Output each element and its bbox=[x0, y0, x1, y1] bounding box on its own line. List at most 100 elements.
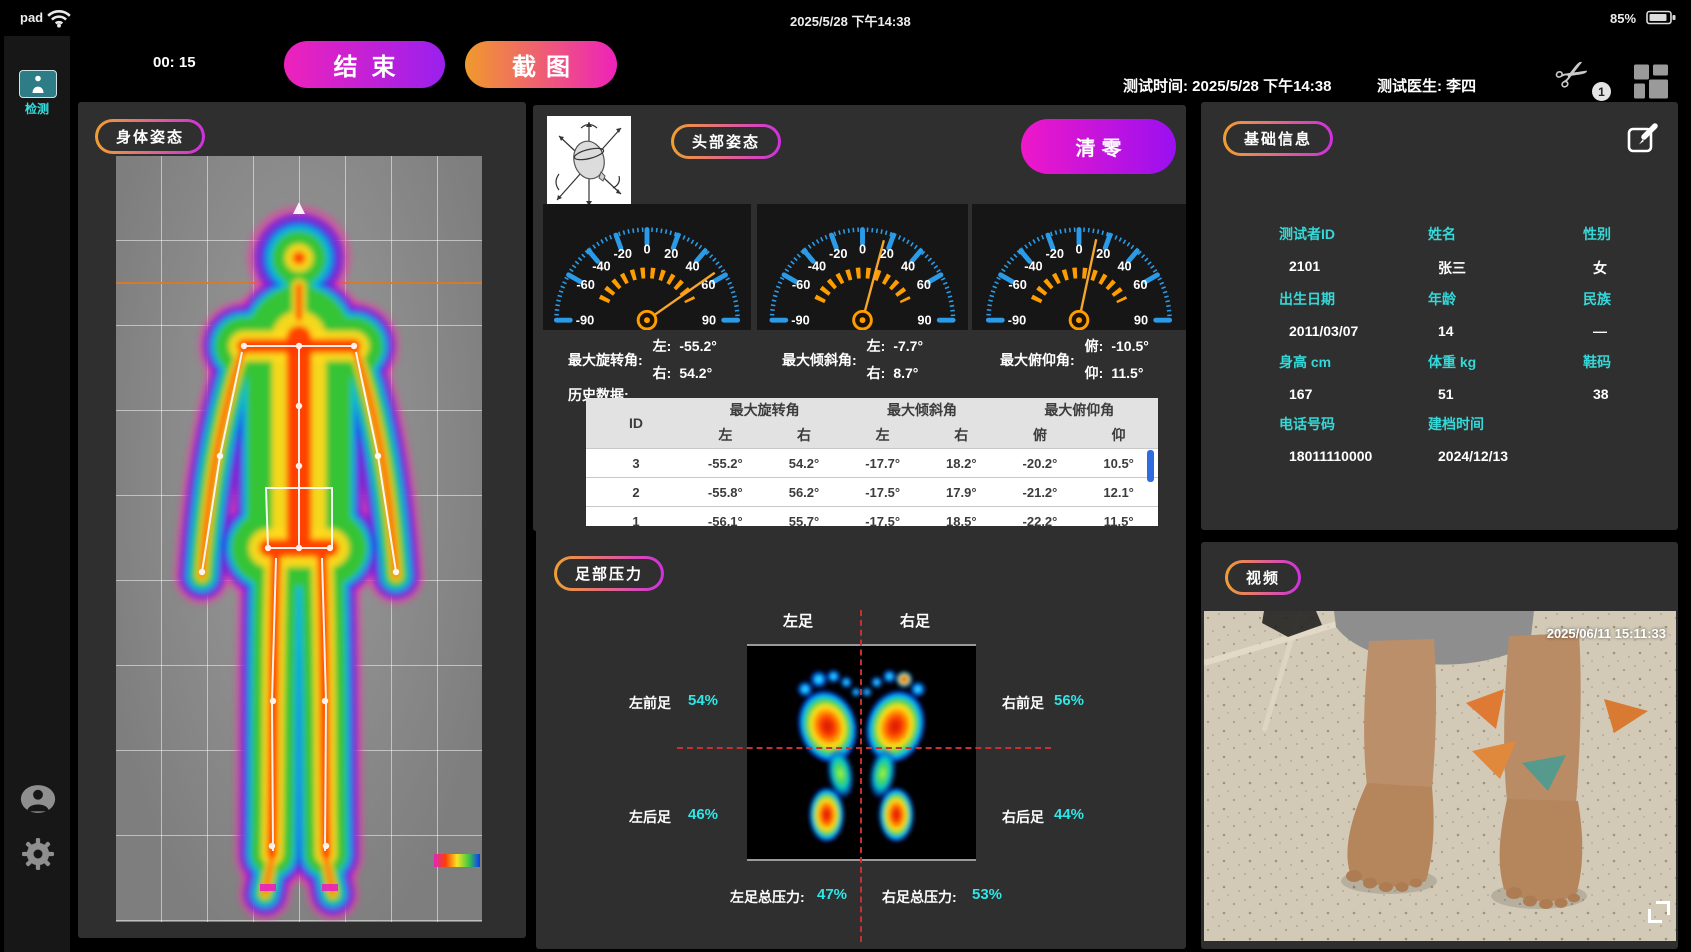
right-total-label: 右足总压力: bbox=[882, 889, 957, 905]
metric-key: 右: bbox=[866, 365, 886, 381]
table-scrollbar[interactable] bbox=[1147, 450, 1154, 482]
svg-text:-90: -90 bbox=[1008, 313, 1026, 328]
reset-button[interactable]: 清零 bbox=[1021, 119, 1176, 174]
head-axes-diagram bbox=[547, 116, 631, 208]
svg-text:90: 90 bbox=[1134, 313, 1148, 328]
svg-text:-60: -60 bbox=[576, 277, 594, 292]
svg-text:60: 60 bbox=[1133, 277, 1147, 292]
info-field: 性别女 bbox=[1583, 226, 1611, 276]
head-posture-title: 头部姿态 bbox=[674, 127, 779, 156]
head-posture-panel: 头部姿态 清零 -90 -60 -40 -20 0 20 40 60 90 -90 -60 -40-… bbox=[533, 105, 1186, 535]
svg-text:20: 20 bbox=[880, 246, 894, 261]
layout-grid-icon[interactable] bbox=[1632, 62, 1670, 101]
svg-text:-20: -20 bbox=[614, 246, 632, 261]
basic-info-title-pill: 基础信息 bbox=[1223, 121, 1334, 156]
left-total-value: 47% bbox=[817, 886, 848, 903]
left-heel-value: 46% bbox=[688, 806, 719, 823]
status-datetime: 2025/5/28 下午14:38 bbox=[790, 14, 911, 29]
doctor-value: 李四 bbox=[1446, 78, 1477, 95]
scissors-icon[interactable]: ✂ bbox=[1547, 47, 1599, 103]
video-feed[interactable]: 2025/06/11 15:11:33 bbox=[1204, 611, 1676, 941]
history-table: ID 最大旋转角 最大倾斜角 最大俯仰角 左 右 左 右 俯 仰 3 -55.2°… bbox=[586, 398, 1158, 535]
table-row[interactable]: 2 -55.8° 56.2° -17.5° 17.9° -21.2° 12.1° bbox=[586, 477, 1158, 507]
basic-info-panel: 基础信息 测试者ID 2101 姓名 张三 性别女 出生日期 2011/03/07 年… bbox=[1201, 102, 1678, 530]
expand-icon[interactable] bbox=[1648, 901, 1670, 923]
col-header-id: ID bbox=[586, 398, 686, 449]
scissors-badge: 1 bbox=[1592, 82, 1611, 101]
info-field: 出生日期 2011/03/07 bbox=[1279, 291, 1359, 339]
test-time-label: 测试时间: bbox=[1123, 78, 1188, 95]
foot-pressure-panel: 足部压力 左足 右足 bbox=[536, 526, 1186, 949]
body-posture-panel: 身体姿态 bbox=[78, 102, 526, 938]
user-avatar-icon[interactable] bbox=[19, 784, 57, 814]
svg-text:-40: -40 bbox=[592, 258, 610, 273]
col-sub: 俯 bbox=[1000, 422, 1080, 449]
screenshot-button[interactable]: 截图 bbox=[465, 41, 617, 88]
info-field: 电话号码 18011110000 bbox=[1279, 416, 1373, 464]
metric-label: 最大俯仰角: bbox=[1000, 352, 1075, 368]
col-sub: 右 bbox=[921, 422, 1001, 449]
svg-text:-60: -60 bbox=[792, 277, 810, 292]
info-field: 身高 cm 167 bbox=[1279, 354, 1332, 402]
doctor: 测试医生: 李四 bbox=[1377, 75, 1476, 96]
svg-text:20: 20 bbox=[1096, 246, 1110, 261]
tilt-gauge: -90 -60 -40 -20 0 20 40 60 90 bbox=[757, 204, 968, 330]
svg-text:-20: -20 bbox=[1046, 246, 1064, 261]
session-timer: 00: 15 bbox=[153, 54, 196, 71]
edit-icon[interactable] bbox=[1626, 121, 1660, 155]
col-sub: 仰 bbox=[1079, 422, 1158, 449]
video-title-pill: 视频 bbox=[1225, 560, 1302, 595]
svg-text:-90: -90 bbox=[576, 313, 594, 328]
test-time-value: 2025/5/28 下午14:38 bbox=[1192, 78, 1332, 95]
metric-value: -55.2° bbox=[679, 338, 717, 354]
svg-text:-40: -40 bbox=[1024, 258, 1042, 273]
table-row[interactable]: 3 -55.2° 54.2° -17.7° 18.2° -20.2° 10.5° bbox=[586, 448, 1158, 478]
video-panel: 视频 bbox=[1201, 542, 1678, 949]
test-time: 测试时间: 2025/5/28 下午14:38 bbox=[1123, 75, 1331, 96]
svg-text:40: 40 bbox=[685, 258, 699, 273]
info-field: 姓名 张三 bbox=[1428, 226, 1466, 276]
info-field: 测试者ID 2101 bbox=[1279, 226, 1335, 274]
col-sub: 左 bbox=[843, 422, 922, 449]
video-timestamp: 2025/06/11 15:11:33 bbox=[1546, 626, 1666, 641]
metric-key: 右: bbox=[652, 365, 672, 381]
left-heel-label: 左后足 bbox=[629, 809, 671, 825]
right-heel-label: 右后足 bbox=[1002, 809, 1044, 825]
svg-text:-60: -60 bbox=[1008, 277, 1026, 292]
max-tilt-metric: 最大倾斜角: 左: -7.7° 右: 8.7° bbox=[782, 331, 923, 389]
svg-text:0: 0 bbox=[1075, 242, 1082, 257]
foot-pressure-title-pill: 足部压力 bbox=[554, 556, 665, 591]
video-still-image bbox=[1204, 611, 1676, 941]
body-thermal-figure bbox=[173, 202, 480, 921]
metric-key: 左: bbox=[652, 338, 672, 354]
info-field: 建档时间 2024/12/13 bbox=[1428, 416, 1509, 464]
metric-key: 左: bbox=[866, 338, 886, 354]
info-field: 年龄 14 bbox=[1428, 291, 1456, 339]
metric-value: 54.2° bbox=[679, 365, 713, 381]
col-group-pitch: 最大俯仰角 bbox=[1000, 398, 1158, 422]
svg-text:40: 40 bbox=[1117, 258, 1131, 273]
sidebar-item-detect[interactable] bbox=[19, 70, 57, 98]
right-forefoot-label: 右前足 bbox=[1002, 695, 1044, 711]
metric-value: -10.5° bbox=[1111, 338, 1149, 354]
left-forefoot-label: 左前足 bbox=[629, 695, 671, 711]
info-field: 鞋码 38 bbox=[1583, 354, 1611, 402]
person-icon bbox=[32, 75, 44, 93]
body-posture-title-pill: 身体姿态 bbox=[95, 119, 206, 154]
head-posture-title-pill: 头部姿态 bbox=[671, 124, 782, 159]
metric-value: -7.7° bbox=[893, 338, 924, 354]
wifi-icon bbox=[47, 9, 71, 28]
col-sub: 左 bbox=[686, 422, 765, 449]
device-label: pad bbox=[20, 10, 44, 25]
battery-icon bbox=[1646, 10, 1676, 25]
svg-text:40: 40 bbox=[901, 258, 915, 273]
sidebar: 检测 bbox=[4, 36, 70, 952]
body-posture-title: 身体姿态 bbox=[98, 122, 203, 151]
col-group-tilt: 最大倾斜角 bbox=[843, 398, 1001, 422]
metric-value: 11.5° bbox=[1111, 365, 1144, 381]
svg-text:90: 90 bbox=[702, 313, 716, 328]
settings-gear-icon[interactable] bbox=[20, 838, 56, 870]
end-button[interactable]: 结束 bbox=[284, 41, 445, 88]
left-foot-col-label: 左足 bbox=[783, 613, 814, 630]
basic-info-title: 基础信息 bbox=[1226, 124, 1331, 153]
